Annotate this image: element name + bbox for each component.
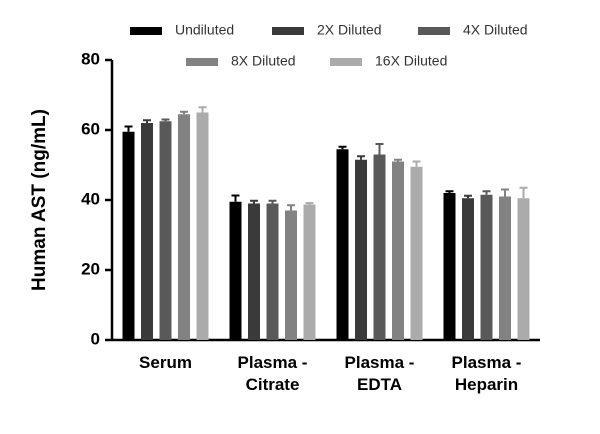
error-bar — [464, 194, 472, 199]
bar — [248, 203, 260, 340]
bar — [392, 161, 404, 340]
legend-label: 8X Diluted — [231, 53, 296, 69]
bar — [303, 204, 316, 340]
error-bar — [180, 110, 188, 115]
error-bar — [394, 158, 402, 162]
bar — [443, 193, 456, 340]
bar — [178, 114, 190, 340]
y-tick-label: 20 — [81, 259, 100, 278]
error-bar — [250, 199, 258, 204]
bar — [122, 131, 135, 340]
error-bar — [482, 190, 491, 195]
x-tick-label: Plasma - Heparin — [451, 353, 522, 394]
error-bar — [143, 119, 151, 123]
legend-label: 2X Diluted — [317, 22, 382, 38]
error-bar — [375, 143, 384, 155]
error-bar — [412, 160, 421, 167]
bar — [410, 166, 423, 340]
bar — [517, 198, 530, 340]
legend-swatch — [272, 27, 304, 35]
y-axis-label: Human AST (ng/mL) — [29, 109, 50, 291]
bar — [462, 198, 474, 340]
legend-label: Undiluted — [175, 22, 234, 38]
bar — [499, 196, 511, 340]
legend-label: 4X Diluted — [463, 22, 528, 38]
error-bar — [198, 106, 207, 113]
legend-swatch — [186, 58, 218, 66]
y-tick-label: 0 — [91, 329, 100, 348]
bar — [229, 201, 242, 340]
error-bar — [501, 188, 509, 197]
error-bar — [357, 155, 365, 160]
bar — [373, 154, 386, 340]
bar — [480, 194, 493, 340]
legend-swatch — [130, 27, 162, 35]
error-bar — [519, 186, 528, 199]
error-bar — [231, 194, 240, 202]
bar — [159, 121, 172, 340]
error-bar — [338, 145, 347, 150]
bar — [196, 112, 209, 340]
legend-swatch — [330, 58, 362, 66]
y-tick-label: 40 — [81, 189, 100, 208]
error-bar — [305, 202, 314, 205]
y-tick-label: 80 — [81, 49, 100, 68]
error-bar — [124, 125, 133, 132]
bar — [266, 203, 279, 340]
x-tick-label: Plasma - Citrate — [237, 353, 308, 394]
legend-label: 16X Diluted — [375, 53, 447, 69]
x-tick-label: Plasma - EDTA — [344, 353, 415, 394]
error-bar — [287, 204, 295, 211]
error-bar — [445, 190, 454, 193]
error-bar — [161, 118, 170, 122]
y-tick-label: 60 — [81, 119, 100, 138]
bar — [355, 159, 367, 340]
x-tick-label: Serum — [139, 353, 192, 372]
bar — [141, 123, 153, 340]
bar — [285, 210, 297, 340]
bar — [336, 149, 349, 340]
legend-swatch — [418, 27, 450, 35]
error-bar — [268, 199, 277, 204]
